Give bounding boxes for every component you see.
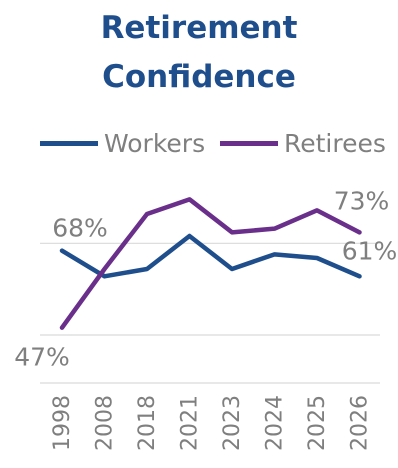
data-label-workers-2026: 61% xyxy=(342,236,398,265)
legend-item-workers: Workers xyxy=(40,129,205,158)
x-tick-label: 2026 xyxy=(348,395,373,451)
series-line-retirees xyxy=(59,197,362,330)
chart-title-line-2: Confidence xyxy=(102,59,296,95)
legend-item-retirees: Retirees xyxy=(220,129,386,158)
x-tick-label: 2023 xyxy=(220,395,245,451)
series-line-workers xyxy=(59,233,362,279)
x-tick-label: 2025 xyxy=(305,395,330,451)
gridlines xyxy=(40,242,380,384)
x-axis-ticks: 1998 2008 2018 2021 2023 2024 2025 2026 xyxy=(50,395,373,451)
x-tick-label: 2024 xyxy=(263,395,288,451)
data-label-retirees-1998: 47% xyxy=(14,343,70,372)
series-lines xyxy=(59,197,362,330)
data-label-retirees-2026: 73% xyxy=(334,186,390,215)
legend-swatch-retirees xyxy=(220,141,278,146)
x-tick-label: 1998 xyxy=(50,395,75,451)
legend-label-retirees: Retirees xyxy=(284,129,386,158)
x-tick-label: 2008 xyxy=(93,395,118,451)
legend-swatch-workers xyxy=(40,141,98,146)
chart-title-line-1: Retirement xyxy=(100,10,298,46)
legend-label-workers: Workers xyxy=(104,129,206,158)
data-labels: 68% 61% 47% 73% xyxy=(14,186,397,371)
x-tick-label: 2018 xyxy=(135,395,160,451)
data-label-workers-1998: 68% xyxy=(52,214,108,243)
x-tick-label: 2021 xyxy=(178,395,203,451)
